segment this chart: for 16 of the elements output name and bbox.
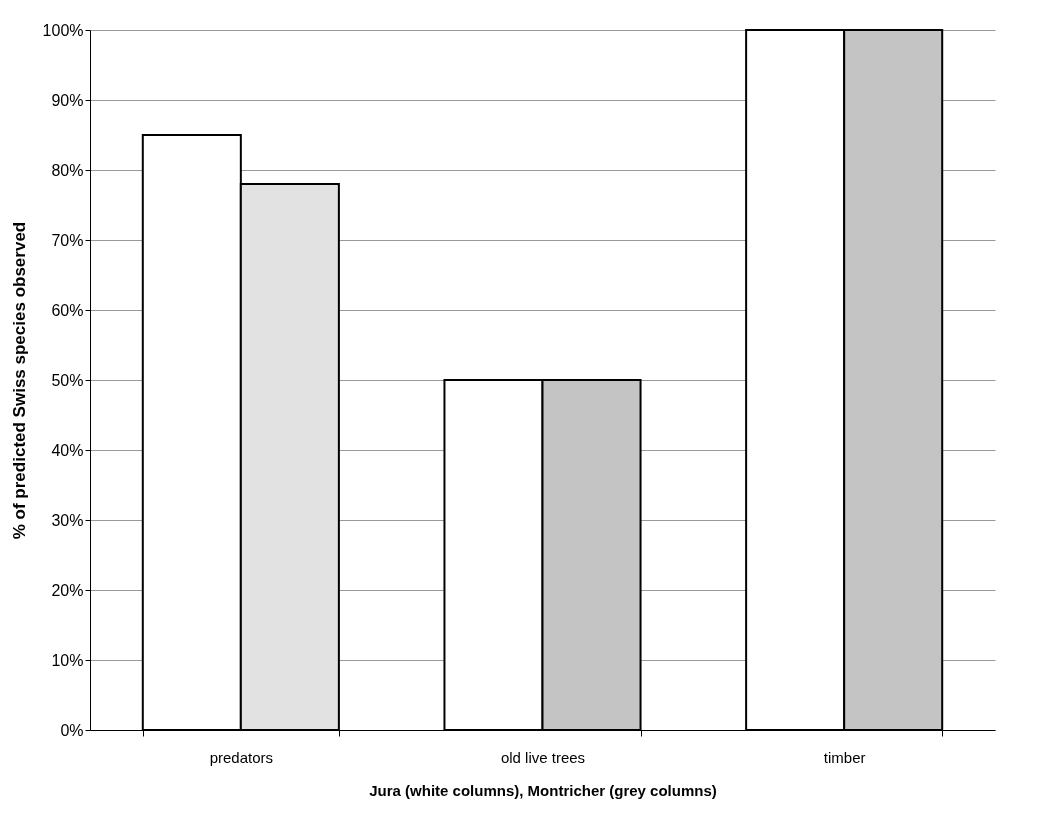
y-tick-label: 60%	[51, 301, 84, 319]
x-axis-title: Jura (white columns), Montricher (grey columns)	[369, 781, 717, 799]
y-tick-label: 10%	[51, 651, 84, 669]
y-tick-label: 20%	[51, 581, 84, 599]
y-tick-label: 40%	[51, 441, 84, 459]
y-tick-label: 50%	[51, 371, 84, 389]
x-tick-label: old live trees	[500, 748, 586, 766]
x-tick-label: predators	[209, 748, 274, 766]
y-tick-label: 0%	[60, 721, 84, 739]
x-tick-label: timber	[823, 748, 866, 766]
y-axis-title: % of predicted Swiss species observed	[9, 221, 29, 540]
y-tick-label: 80%	[51, 161, 84, 179]
y-tick-label: 90%	[51, 91, 84, 109]
y-tick-label: 100%	[42, 21, 84, 39]
y-tick-label: 30%	[51, 511, 84, 529]
y-tick-label: 70%	[51, 231, 84, 249]
